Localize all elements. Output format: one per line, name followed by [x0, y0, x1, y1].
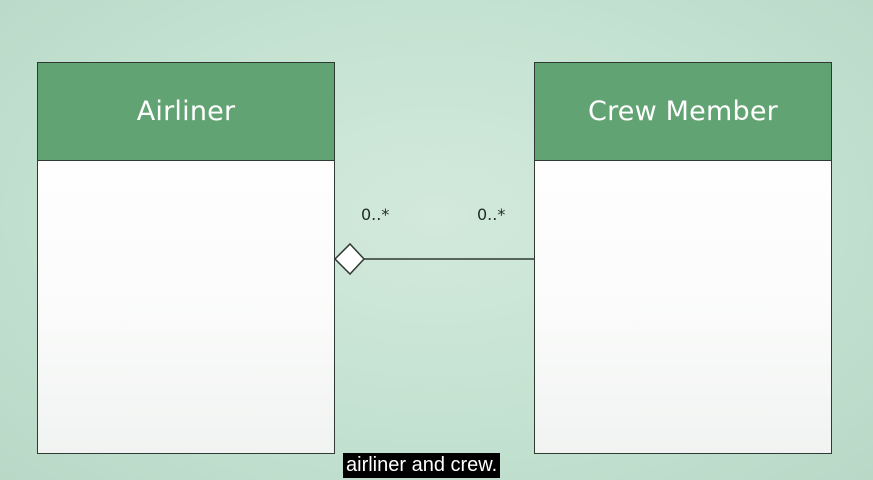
video-caption: airliner and crew.: [343, 453, 501, 478]
class-box-crew-member: Crew Member: [534, 62, 832, 454]
multiplicity-crew-member-end: 0..*: [477, 205, 506, 224]
aggregation-diamond-icon: [333, 242, 366, 276]
class-name-crew-member: Crew Member: [535, 63, 831, 161]
class-box-airliner: Airliner: [37, 62, 335, 454]
class-name-airliner: Airliner: [38, 63, 334, 161]
multiplicity-airliner-end: 0..*: [361, 205, 390, 224]
